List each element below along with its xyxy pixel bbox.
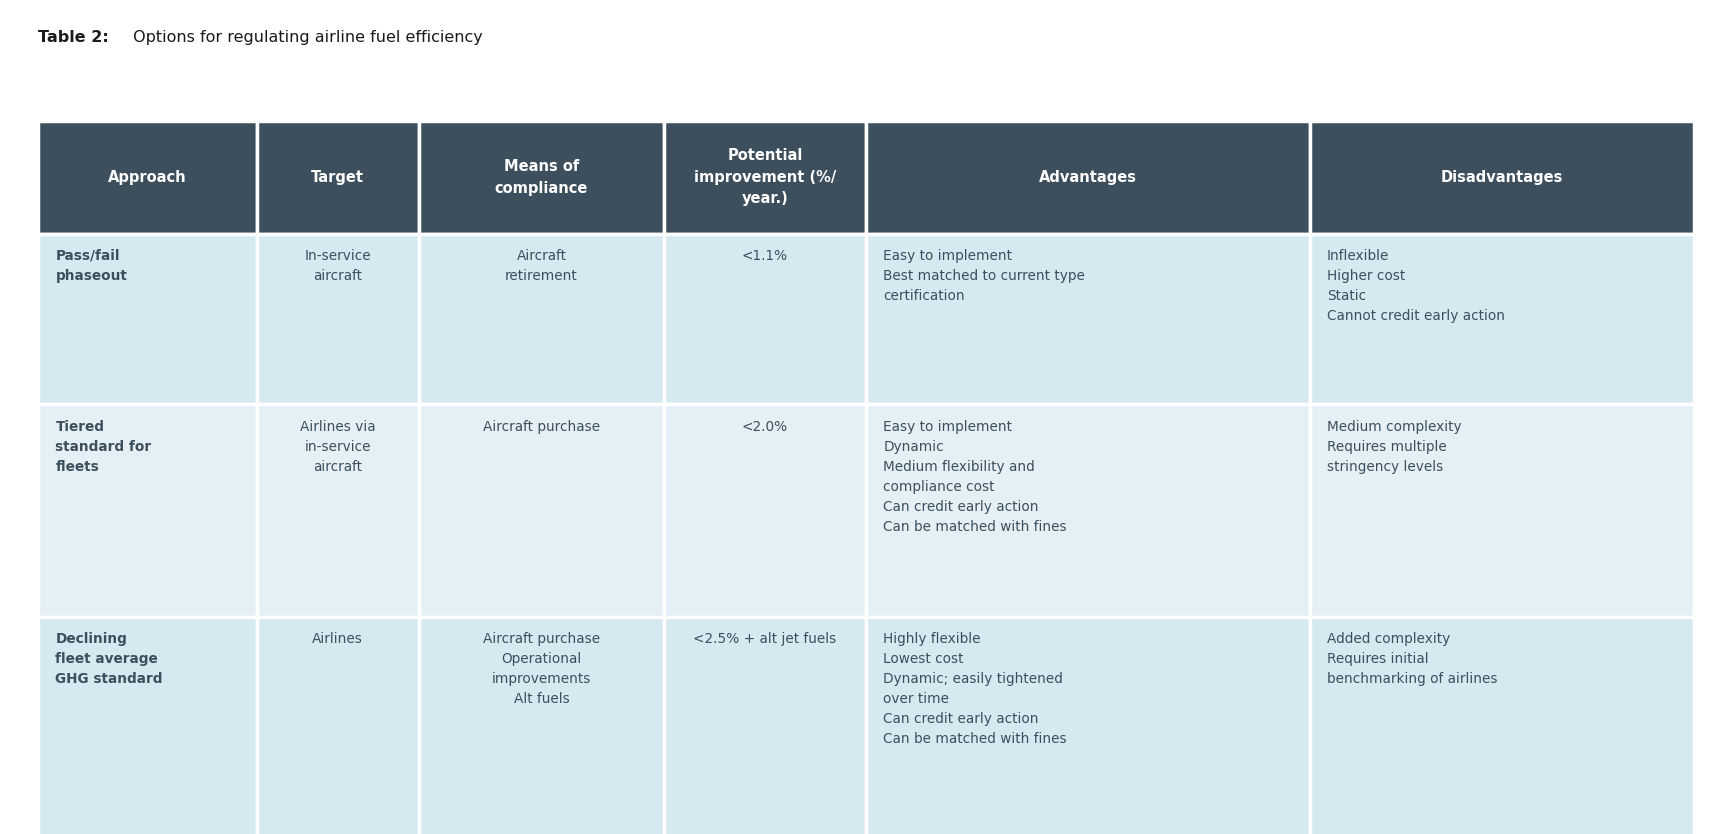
Text: Approach: Approach bbox=[107, 170, 187, 184]
Text: Airlines: Airlines bbox=[312, 632, 364, 646]
Text: Pass/fail
phaseout: Pass/fail phaseout bbox=[55, 249, 126, 283]
Text: Target: Target bbox=[312, 170, 364, 184]
Text: Highly flexible
Lowest cost
Dynamic; easily tightened
over time
Can credit early: Highly flexible Lowest cost Dynamic; eas… bbox=[883, 632, 1067, 746]
Text: Options for regulating airline fuel efficiency: Options for regulating airline fuel effi… bbox=[128, 30, 483, 45]
Text: <2.0%: <2.0% bbox=[741, 420, 788, 434]
Text: Easy to implement
Dynamic
Medium flexibility and
compliance cost
Can credit earl: Easy to implement Dynamic Medium flexibi… bbox=[883, 420, 1067, 534]
Text: Medium complexity
Requires multiple
stringency levels: Medium complexity Requires multiple stri… bbox=[1327, 420, 1462, 474]
Text: Potential
improvement (%/
year.): Potential improvement (%/ year.) bbox=[695, 148, 837, 206]
Text: <2.5% + alt jet fuels: <2.5% + alt jet fuels bbox=[693, 632, 837, 646]
Text: Added complexity
Requires initial
benchmarking of airlines: Added complexity Requires initial benchm… bbox=[1327, 632, 1498, 686]
Text: Aircraft purchase
Operational
improvements
Alt fuels: Aircraft purchase Operational improvemen… bbox=[483, 632, 599, 706]
Text: Easy to implement
Best matched to current type
certification: Easy to implement Best matched to curren… bbox=[883, 249, 1086, 303]
Text: Inflexible
Higher cost
Static
Cannot credit early action: Inflexible Higher cost Static Cannot cre… bbox=[1327, 249, 1505, 323]
Text: In-service
aircraft: In-service aircraft bbox=[305, 249, 371, 283]
Text: Table 2:: Table 2: bbox=[38, 30, 109, 45]
Text: Airlines via
in-service
aircraft: Airlines via in-service aircraft bbox=[300, 420, 376, 474]
Text: Disadvantages: Disadvantages bbox=[1441, 170, 1562, 184]
Text: Advantages: Advantages bbox=[1039, 170, 1136, 184]
Text: Declining
fleet average
GHG standard: Declining fleet average GHG standard bbox=[55, 632, 163, 686]
Text: Means of
compliance: Means of compliance bbox=[495, 159, 589, 195]
Text: <1.1%: <1.1% bbox=[741, 249, 788, 263]
Text: Aircraft purchase: Aircraft purchase bbox=[483, 420, 599, 434]
Text: Aircraft
retirement: Aircraft retirement bbox=[506, 249, 578, 283]
Text: Tiered
standard for
fleets: Tiered standard for fleets bbox=[55, 420, 151, 474]
